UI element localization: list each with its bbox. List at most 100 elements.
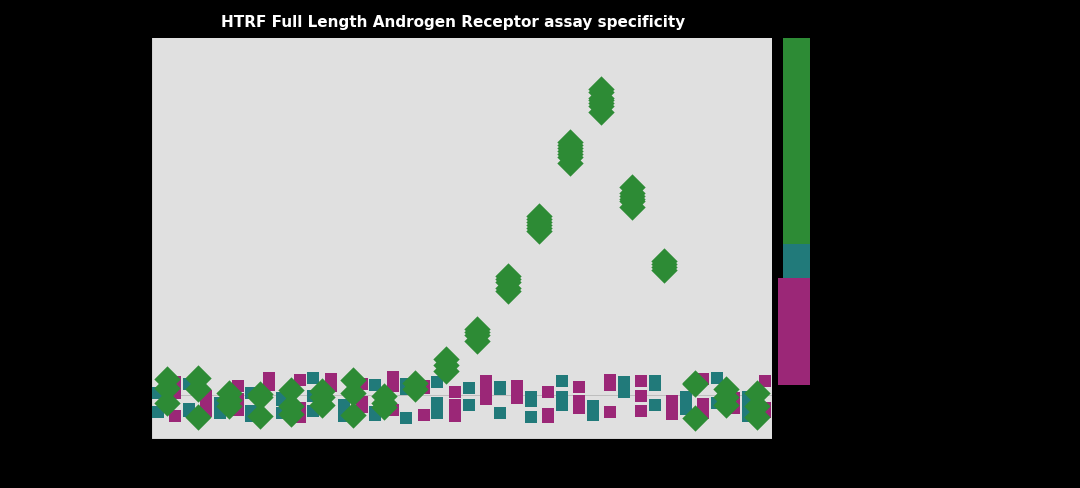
Point xyxy=(748,413,766,421)
Point xyxy=(477,388,495,396)
Point xyxy=(522,397,539,405)
Point xyxy=(437,361,455,369)
Point xyxy=(446,412,463,420)
Point xyxy=(694,409,712,417)
Point xyxy=(633,392,650,400)
Point xyxy=(149,408,166,416)
Point xyxy=(740,403,757,411)
Point xyxy=(212,409,229,417)
Point xyxy=(260,381,278,389)
Point xyxy=(220,403,238,410)
Point xyxy=(602,408,619,416)
Point xyxy=(584,411,602,419)
Point xyxy=(500,275,517,283)
Point xyxy=(322,383,339,390)
Point xyxy=(305,374,322,382)
Point xyxy=(539,413,556,421)
Point xyxy=(562,154,579,162)
Point xyxy=(593,94,610,102)
Point xyxy=(229,396,246,404)
Point xyxy=(437,355,455,363)
Point xyxy=(717,386,734,393)
Point xyxy=(654,266,672,274)
Point xyxy=(686,381,703,388)
Point xyxy=(593,98,610,105)
Point xyxy=(584,405,602,413)
Point xyxy=(570,404,588,412)
Point xyxy=(166,412,184,420)
Point xyxy=(406,385,423,393)
Point xyxy=(305,407,322,415)
Point xyxy=(624,204,642,212)
Point xyxy=(291,413,308,421)
Point xyxy=(437,367,455,375)
Point xyxy=(353,398,370,406)
Point xyxy=(313,402,330,409)
Point xyxy=(460,384,477,392)
Point xyxy=(429,410,446,418)
Point xyxy=(384,383,402,390)
Point xyxy=(180,407,198,415)
Point xyxy=(212,403,229,410)
Point xyxy=(460,401,477,409)
Point xyxy=(757,408,774,416)
Point xyxy=(708,400,726,407)
Point xyxy=(384,374,402,382)
Point xyxy=(345,376,362,384)
Point xyxy=(553,402,570,409)
Point xyxy=(553,377,570,385)
Point xyxy=(212,399,229,407)
Point xyxy=(252,390,269,398)
Point xyxy=(562,160,579,167)
Point xyxy=(539,410,556,418)
Point xyxy=(562,139,579,147)
Point xyxy=(500,284,517,292)
Point xyxy=(633,407,650,415)
Point xyxy=(602,381,619,389)
Point xyxy=(397,414,415,422)
Point xyxy=(530,222,548,230)
Point xyxy=(509,394,526,402)
Point xyxy=(553,393,570,401)
Point xyxy=(322,377,339,385)
Point xyxy=(570,398,588,406)
Point xyxy=(530,216,548,224)
Point xyxy=(522,413,539,421)
Point xyxy=(376,392,393,400)
Point xyxy=(282,402,299,410)
Point xyxy=(593,109,610,117)
Point xyxy=(491,385,509,393)
Point xyxy=(415,384,432,392)
Point xyxy=(491,383,509,391)
Point xyxy=(189,374,206,382)
Point xyxy=(654,261,672,268)
Point xyxy=(397,385,415,393)
Point xyxy=(469,328,486,336)
Point xyxy=(740,412,757,420)
Point xyxy=(376,400,393,407)
Point xyxy=(243,389,260,397)
Point xyxy=(522,393,539,401)
Point xyxy=(415,383,432,390)
Point xyxy=(166,379,184,386)
Point xyxy=(305,392,322,400)
Point xyxy=(336,413,353,421)
Point xyxy=(282,410,299,418)
Point xyxy=(677,393,694,401)
Point xyxy=(616,388,633,396)
Point xyxy=(500,287,517,295)
Point xyxy=(469,338,486,346)
Point xyxy=(654,258,672,265)
Point xyxy=(509,391,526,399)
Point xyxy=(663,410,680,418)
Point xyxy=(694,375,712,383)
Point xyxy=(593,103,610,111)
Point xyxy=(562,145,579,153)
Point xyxy=(158,399,175,407)
Point xyxy=(353,380,370,388)
Point xyxy=(406,379,423,387)
Point xyxy=(624,195,642,203)
Point xyxy=(345,411,362,419)
Point xyxy=(166,389,184,397)
Point xyxy=(397,381,415,388)
